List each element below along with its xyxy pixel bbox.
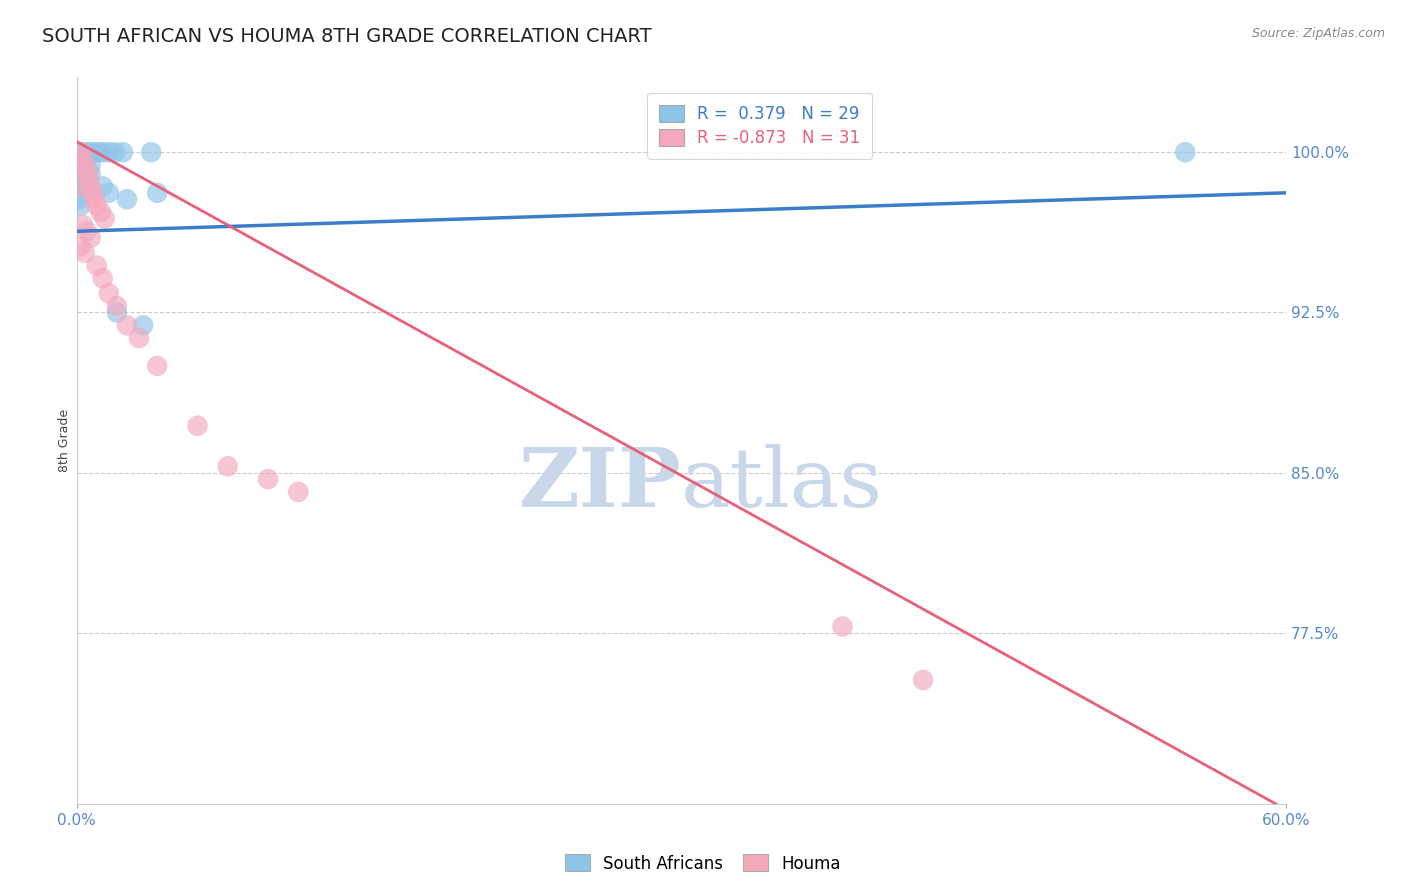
Point xyxy=(91,271,114,285)
Point xyxy=(132,318,155,333)
Legend: South Africans, Houma: South Africans, Houma xyxy=(558,847,848,880)
Point xyxy=(97,286,120,301)
Point xyxy=(72,179,94,194)
Point xyxy=(111,145,134,160)
Point xyxy=(97,186,120,200)
Point xyxy=(76,167,98,181)
Point xyxy=(79,145,101,160)
Y-axis label: 8th Grade: 8th Grade xyxy=(58,409,70,472)
Point xyxy=(83,192,105,206)
Point xyxy=(115,192,138,206)
Point xyxy=(73,245,96,260)
Point xyxy=(67,179,90,194)
Point xyxy=(139,145,162,160)
Point xyxy=(90,205,112,219)
Point xyxy=(76,224,98,238)
Point xyxy=(105,305,128,319)
Point xyxy=(831,619,853,633)
Point xyxy=(86,259,108,273)
Point xyxy=(67,179,90,194)
Point xyxy=(912,673,935,687)
Point xyxy=(69,145,91,160)
Point xyxy=(72,167,94,181)
Text: Source: ZipAtlas.com: Source: ZipAtlas.com xyxy=(1251,27,1385,40)
Point xyxy=(115,318,138,333)
Point xyxy=(104,145,127,160)
Point xyxy=(67,158,90,172)
Point xyxy=(79,158,101,172)
Point xyxy=(217,459,239,474)
Text: SOUTH AFRICAN VS HOUMA 8TH GRADE CORRELATION CHART: SOUTH AFRICAN VS HOUMA 8TH GRADE CORRELA… xyxy=(42,27,652,45)
Point xyxy=(1174,145,1197,160)
Point xyxy=(146,186,169,200)
Point xyxy=(76,164,98,178)
Point xyxy=(79,167,101,181)
Point xyxy=(86,199,108,213)
Point xyxy=(76,145,98,160)
Legend: R =  0.379   N = 29, R = -0.873   N = 31: R = 0.379 N = 29, R = -0.873 N = 31 xyxy=(648,93,872,159)
Point xyxy=(287,485,309,500)
Point xyxy=(67,192,90,206)
Point xyxy=(72,152,94,166)
Point xyxy=(69,173,91,187)
Point xyxy=(72,152,94,166)
Point xyxy=(257,472,280,486)
Point xyxy=(91,179,114,194)
Point xyxy=(146,359,169,373)
Point xyxy=(91,145,114,160)
Point xyxy=(128,331,150,345)
Point xyxy=(82,186,104,200)
Point xyxy=(79,230,101,244)
Point xyxy=(77,170,100,185)
Point xyxy=(97,145,120,160)
Point xyxy=(76,152,98,166)
Point xyxy=(72,218,94,232)
Point xyxy=(83,145,105,160)
Point xyxy=(186,418,208,433)
Point xyxy=(69,239,91,253)
Text: atlas: atlas xyxy=(682,444,883,524)
Point xyxy=(87,145,110,160)
Point xyxy=(79,179,101,194)
Point xyxy=(105,299,128,313)
Point xyxy=(73,173,96,187)
Text: ZIP: ZIP xyxy=(519,444,682,524)
Point xyxy=(94,211,117,226)
Point xyxy=(69,145,91,160)
Point xyxy=(69,199,91,213)
Point xyxy=(73,158,96,172)
